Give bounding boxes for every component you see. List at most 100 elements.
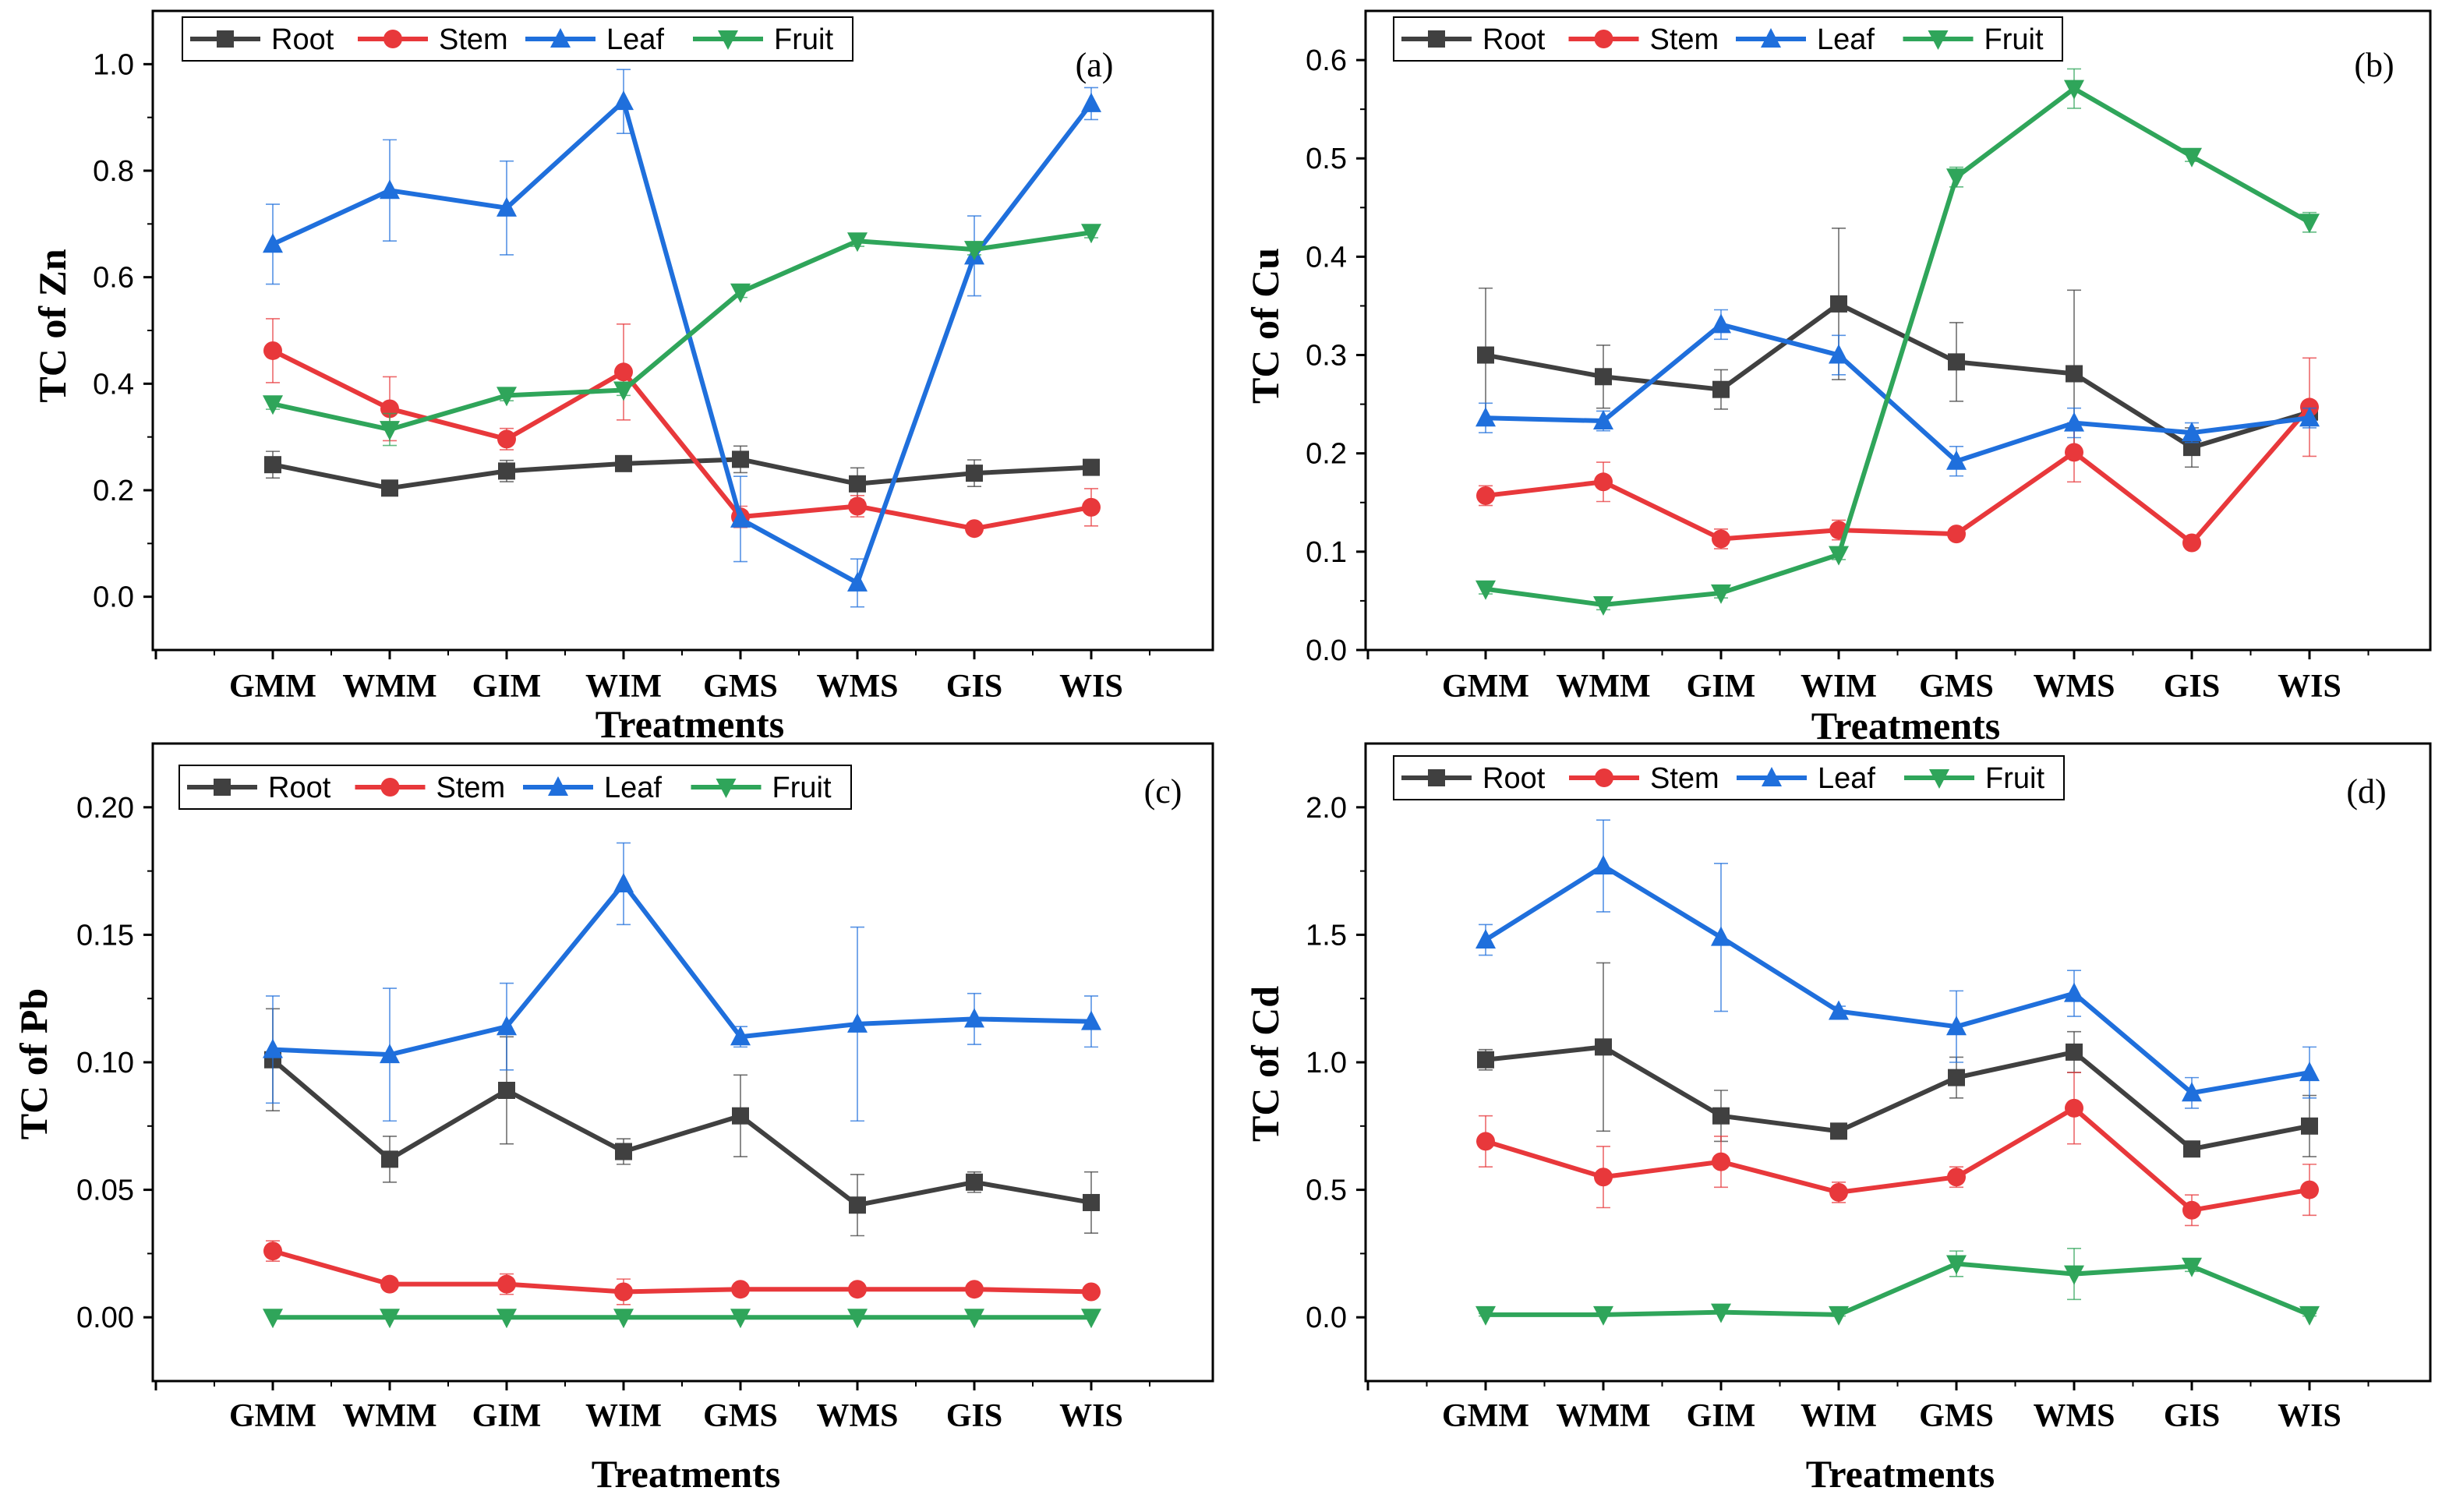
series-line (1485, 1105, 2310, 1213)
legend-marker (1594, 30, 1613, 48)
y-tick-label: 2.0 (1306, 792, 1347, 825)
data-point (1948, 1069, 1965, 1086)
y-tick-label: 0.2 (93, 475, 134, 507)
series-line (1485, 1044, 2310, 1152)
legend-label: Stem (1650, 762, 1719, 795)
data-point (1711, 584, 1731, 604)
x-axis-title: Treatments (595, 702, 785, 746)
data-point (1083, 458, 1100, 476)
series-fruit (263, 1309, 1101, 1329)
x-category-label: GMM (1442, 669, 1529, 705)
series-stem (263, 1240, 1101, 1305)
data-point (2299, 407, 2320, 427)
series-fruit (263, 224, 1101, 447)
series-stem (263, 318, 1101, 539)
data-point (2182, 147, 2202, 168)
x-category-label: GIM (1687, 669, 1756, 705)
x-category-label: GIS (946, 669, 1002, 705)
legend-label: Root (1483, 23, 1546, 56)
data-point (1711, 1303, 1731, 1323)
data-point (1947, 525, 1966, 544)
data-point (1712, 1107, 1730, 1125)
data-point (1593, 410, 1613, 430)
legend-marker (383, 30, 402, 48)
data-point (964, 1008, 984, 1028)
data-point (2064, 982, 2084, 1002)
data-point (1830, 295, 1847, 313)
x-category-label: GIS (2164, 669, 2220, 705)
x-axis-title: Treatments (1806, 1452, 1995, 1496)
series-line (272, 457, 1092, 491)
data-point (849, 1196, 866, 1214)
x-category-label: WMM (1556, 669, 1650, 705)
data-point (1712, 1152, 1730, 1171)
data-point (847, 1012, 868, 1033)
data-point (613, 872, 634, 892)
x-category-label: WIM (585, 669, 662, 705)
x-category-label: WIS (1059, 669, 1123, 705)
data-point (2182, 1200, 2201, 1220)
y-tick-label: 0.5 (1306, 1175, 1347, 1207)
data-point (1712, 529, 1730, 549)
data-point (2182, 422, 2202, 442)
series-leaf (1475, 819, 2320, 1109)
data-point (2182, 1257, 2202, 1277)
data-point (847, 232, 868, 253)
y-tick-label: 0.1 (1306, 536, 1347, 569)
legend-marker (1428, 30, 1445, 48)
y-axis-title: TC of Zn (30, 249, 74, 402)
data-point (380, 1309, 400, 1329)
data-point (1829, 1182, 1848, 1202)
data-point (2182, 533, 2201, 553)
data-point (497, 1016, 517, 1036)
data-point (615, 1143, 632, 1160)
data-point (1594, 472, 1613, 492)
data-point (730, 283, 751, 303)
legend-marker (718, 30, 738, 50)
x-category-label: GMS (703, 669, 778, 705)
data-point (847, 571, 868, 592)
series-leaf (1475, 309, 2320, 477)
x-category-label: WMM (1556, 1398, 1650, 1434)
series-fruit (1475, 68, 2320, 616)
series-line (1485, 405, 2312, 546)
data-point (1476, 486, 1495, 505)
data-point (1829, 344, 1849, 364)
data-point (498, 1081, 515, 1099)
data-point (848, 496, 867, 516)
data-point (497, 429, 516, 449)
legend-label: Fruit (1984, 23, 2044, 56)
chart-panel-b: 0.0 0.1 0.2 0.3 0.4 0.5 0.6 GMM WMM GIM WIM GMS WMS G… (1243, 9, 2432, 747)
data-point (380, 421, 400, 441)
data-point (381, 479, 398, 497)
x-category-label: GIM (472, 669, 542, 705)
data-point (1475, 407, 1496, 427)
data-point (1081, 224, 1101, 244)
data-point (1593, 855, 1613, 875)
data-point (1593, 1305, 1613, 1326)
y-tick-label: 0.20 (76, 792, 134, 825)
data-point (1829, 1000, 1849, 1020)
data-point (1830, 1122, 1847, 1140)
data-point (1711, 313, 1731, 334)
data-point (2064, 79, 2084, 100)
data-point (498, 462, 515, 480)
y-tick-label: 0.4 (93, 368, 134, 401)
chart-panel-a: 0.0 0.2 0.4 0.6 0.8 1.0 GMM WMM GIM WIM GMS WMS GIS W… (30, 9, 1214, 746)
y-tick-label: 0.2 (1306, 438, 1347, 471)
legend: Root Stem Leaf Fruit (178, 765, 852, 810)
data-point (1594, 1168, 1613, 1187)
data-point (264, 456, 281, 474)
x-category-label: WIM (585, 1398, 662, 1434)
plot-frame (1364, 742, 2432, 1383)
legend-label: Leaf (604, 772, 662, 804)
legend-label: Leaf (606, 23, 664, 56)
legend-label: Root (268, 772, 331, 804)
legend: Root Stem Leaf Fruit (1393, 16, 2063, 62)
data-point (964, 1309, 984, 1329)
data-point (1829, 546, 1849, 566)
legend-label: Stem (436, 772, 506, 804)
x-category-label: GMM (229, 1398, 316, 1434)
data-point (614, 362, 633, 382)
